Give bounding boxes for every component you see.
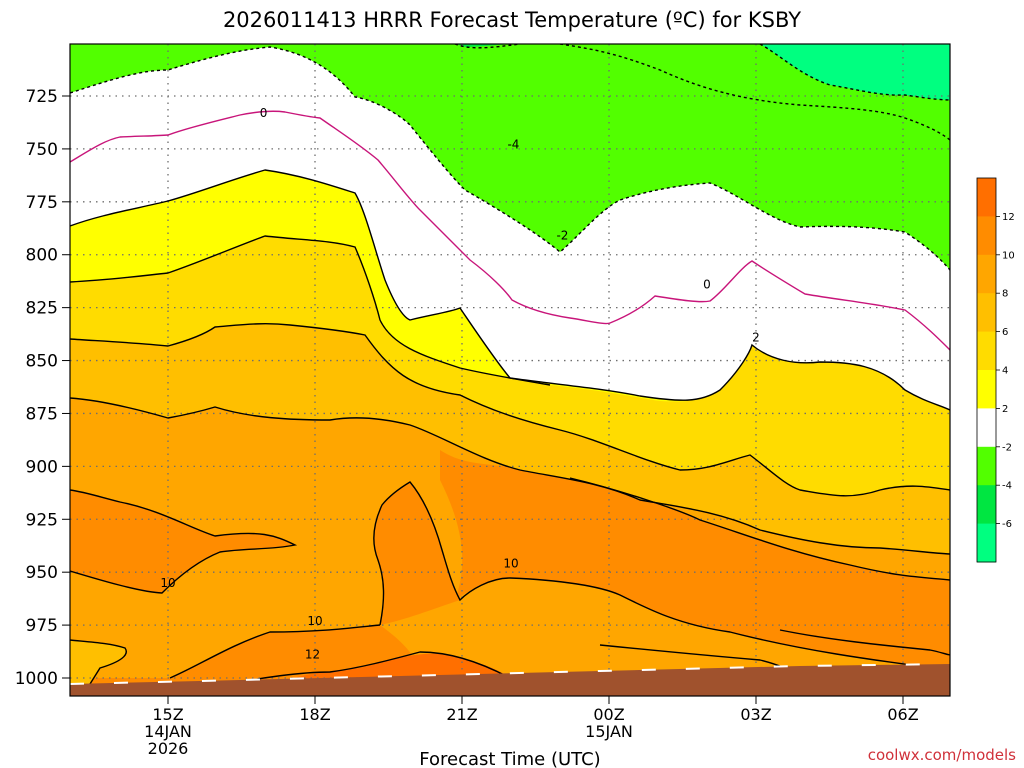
y-tick-label: 725 (26, 87, 58, 107)
y-tick-label: 925 (26, 510, 58, 530)
terrain-edge (70, 663, 950, 685)
colorbar-swatch (977, 331, 996, 371)
y-tick-label: 825 (26, 299, 58, 319)
contour-2 (70, 169, 950, 411)
colorbar-label: 2 (1002, 404, 1008, 415)
contour-10-right (569, 477, 950, 581)
colorbar-label: 12 (1002, 212, 1015, 223)
y-tick-label: 1000 (15, 669, 58, 689)
colorbar-swatch (977, 523, 996, 563)
y-tick-label: 775 (26, 193, 58, 213)
band-low-level-le-8 (70, 640, 127, 684)
contour-12 (229, 651, 511, 685)
contour-label: 0 (260, 106, 268, 120)
terrain (70, 664, 950, 696)
colorbar-label: -2 (1002, 442, 1012, 453)
colorbar-label: -6 (1002, 519, 1012, 530)
contour-left-small (70, 639, 127, 685)
contour-label: -4 (507, 138, 519, 152)
plot-frame (69, 43, 951, 697)
contour-10-upper (70, 489, 298, 594)
contour-10-lower (169, 624, 381, 679)
chart-title: 2026011413 HRRR Forecast Temperature (ºC… (223, 8, 801, 32)
y-tick-label: 750 (26, 140, 58, 160)
contour-label: 2 (752, 330, 760, 344)
x-tick-date: 15JAN (585, 722, 633, 741)
contour-label: 10 (307, 614, 322, 628)
colorbar-swatch (977, 485, 996, 525)
contour-4 (70, 235, 551, 386)
band-warm-pocket (373, 482, 460, 625)
colorbar-swatch (977, 293, 996, 333)
x-tick-label: 06Z (887, 705, 918, 724)
contour-minus6 (759, 44, 950, 101)
colorbar-swatch (977, 216, 996, 256)
x-axis-title: Forecast Time (UTC) (419, 749, 600, 768)
credit-text: coolwx.com/models (868, 746, 1016, 764)
x-tick-label: 21Z (446, 705, 477, 724)
contour-lines (70, 44, 950, 685)
contour-label: 12 (305, 648, 320, 662)
x-tick-label: 03Z (740, 705, 771, 724)
plot-area: 0 -4 -2 0 2 10 10 10 12 (70, 44, 950, 696)
colorbar-label: -4 (1002, 481, 1012, 492)
y-tick-label: 900 (26, 457, 58, 477)
colorbar-swatch (977, 408, 996, 448)
contour-label: 0 (703, 277, 711, 291)
colorbar-label: 4 (1002, 366, 1008, 377)
contour-6 (70, 323, 950, 497)
x-tick-label: 15Z (152, 705, 183, 724)
colorbar-swatch (977, 254, 996, 294)
contour-minus4 (454, 44, 950, 141)
colorbar: 12 10 8 6 4 2 -2 -4 -6 (976, 177, 1015, 563)
x-tick-date: 14JAN (144, 722, 192, 741)
y-tick-label: 975 (26, 616, 58, 636)
colorbar-swatch (977, 446, 996, 486)
contour-labels: 0 -4 -2 0 2 10 10 10 12 (160, 106, 760, 662)
colorbar-label: 8 (1002, 289, 1008, 300)
y-axis: 725 750 775 800 825 850 875 900 925 950 975 1000 (15, 87, 70, 689)
y-tick-label: 875 (26, 404, 58, 424)
contour-label: 10 (503, 557, 518, 571)
colorbar-label: 6 (1002, 327, 1008, 338)
x-tick-label: 00Z (593, 705, 624, 724)
y-tick-label: 950 (26, 563, 58, 583)
y-tick-label: 850 (26, 352, 58, 372)
contour-0 (70, 110, 950, 351)
y-tick-label: 800 (26, 246, 58, 266)
contour-minus2 (70, 46, 950, 271)
contour-bottom-3 (779, 629, 950, 656)
colorbar-label: 10 (1002, 250, 1015, 261)
contour-10-middle (373, 481, 950, 671)
colorbar-swatch (977, 370, 996, 409)
gridlines (70, 44, 950, 696)
x-tick-label: 18Z (299, 705, 330, 724)
colorbar-swatch (977, 178, 996, 217)
contour-label: 10 (160, 576, 175, 590)
band-le-minus2 (70, 44, 950, 270)
x-tick-year: 2026 (148, 739, 189, 758)
contour-8 (70, 397, 950, 555)
contour-label: -2 (556, 229, 568, 243)
